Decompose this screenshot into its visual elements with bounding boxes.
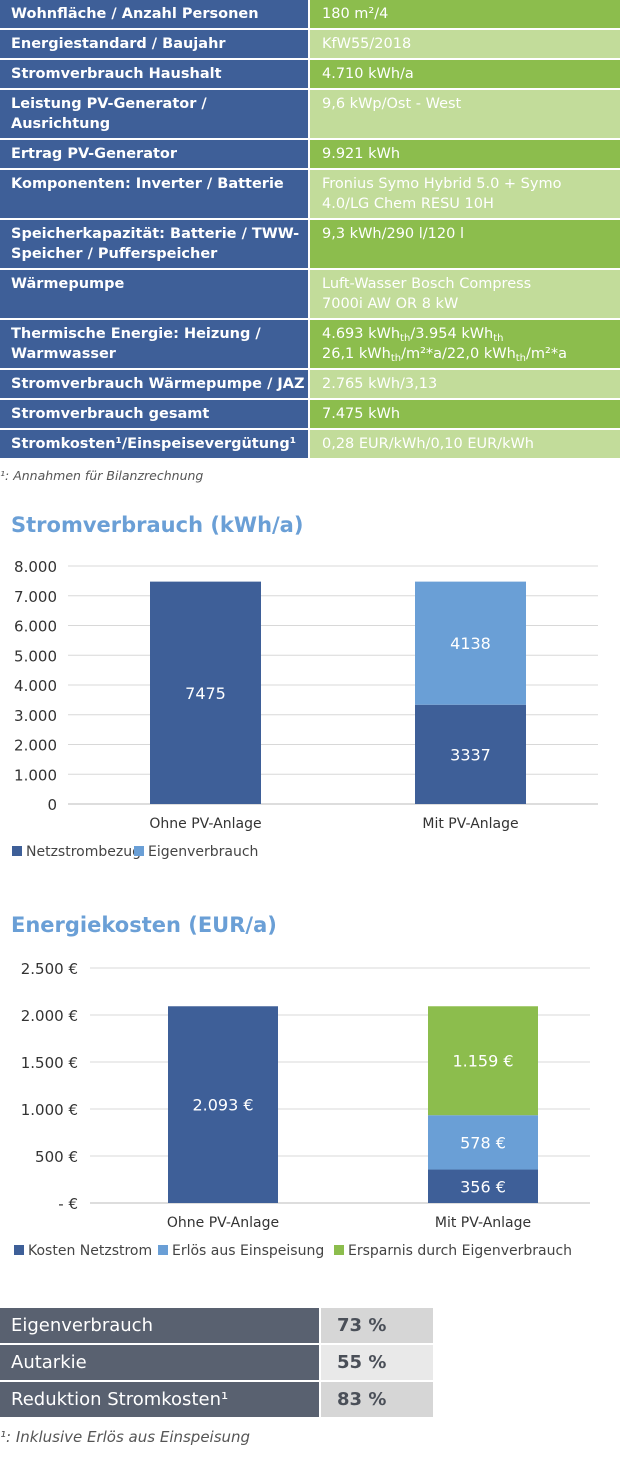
y-tick-label: 6.000: [14, 618, 57, 636]
summary-label: Eigenverbrauch: [0, 1308, 319, 1343]
bar-value-label: 578 €: [460, 1133, 506, 1152]
bar-value-label: 4138: [450, 634, 491, 653]
spec-row: Speicherkapazität: Batterie / TWW- Speic…: [0, 220, 620, 270]
summary-footnote: ¹: Inklusive Erlös aus Einspeisung: [0, 1428, 251, 1446]
spec-row: Stromverbrauch Wärmepumpe / JAZ 2.765 kWh…: [0, 370, 620, 400]
chart-energiekosten: - € 500 € 1.000 € 1.500 € 2.000 € 2.500 € 2.09…: [14, 960, 590, 1259]
spec-value: Luft-Wasser Bosch Compress 7000i AW OR 8…: [310, 270, 620, 318]
spec-label: Energiestandard / Baujahr: [0, 30, 310, 58]
spec-row: Stromverbrauch gesamt 7.475 kWh: [0, 400, 620, 430]
spec-label: Speicherkapazität: Batterie / TWW- Speic…: [0, 220, 310, 268]
spec-row: Thermische Energie: Heizung / Warmwasser…: [0, 320, 620, 370]
bar-value-label: 3337: [450, 745, 491, 764]
y-tick-label: 1.000 €: [21, 1101, 78, 1119]
spec-value: 9,3 kWh/290 l/120 l: [310, 220, 620, 268]
legend-label: Netzstrombezug: [26, 844, 141, 860]
spec-label: Wohnfläche / Anzahl Personen: [0, 0, 310, 28]
bar-segment: [428, 1006, 538, 1116]
category-label: Mit PV-Anlage: [422, 816, 518, 832]
spec-label: Stromverbrauch Wärmepumpe / JAZ: [0, 370, 310, 398]
spec-value: 4.710 kWh/a: [310, 60, 620, 88]
spec-value: KfW55/2018: [310, 30, 620, 58]
summary-row: Reduktion Stromkosten¹ 83 %: [0, 1382, 433, 1419]
spec-label: Ertrag PV-Generator: [0, 140, 310, 168]
y-tick-label: - €: [58, 1195, 78, 1213]
legend-label: Kosten Netzstrom: [28, 1243, 152, 1259]
spec-label: Stromverbrauch gesamt: [0, 400, 310, 428]
bar-segment: [428, 1169, 538, 1203]
chart-stromverbrauch: 0 1.000 2.000 3.000 4.000 5.000 6.000 7.000 8.00…: [12, 558, 598, 860]
bar-segment: [415, 581, 526, 705]
spec-value: Fronius Symo Hybrid 5.0 + Symo 4.0/LG Ch…: [310, 170, 620, 218]
y-tick-label: 1.500 €: [21, 1054, 78, 1072]
spec-row: Energiestandard / Baujahr KfW55/2018: [0, 30, 620, 60]
spec-value: 180 m²/4: [310, 0, 620, 28]
spec-label: Stromkosten¹/Einspeisevergütung¹: [0, 430, 310, 458]
summary-value: 83 %: [319, 1382, 433, 1417]
spec-table: Wohnfläche / Anzahl Personen 180 m²/4 Ener…: [0, 0, 620, 460]
bar-segment: [415, 704, 526, 804]
chart-title-energiekosten: Energiekosten (EUR/a): [11, 913, 277, 937]
legend-label: Erlös aus Einspeisung: [172, 1243, 324, 1259]
legend-label: Eigenverbrauch: [148, 844, 258, 860]
spec-row: Wohnfläche / Anzahl Personen 180 m²/4: [0, 0, 620, 30]
summary-row: Autarkie 55 %: [0, 1345, 433, 1382]
spec-row: Wärmepumpe Luft-Wasser Bosch Compress 700…: [0, 270, 620, 320]
y-tick-label: 1.000: [14, 766, 57, 784]
summary-label: Reduktion Stromkosten¹: [0, 1382, 319, 1417]
y-tick-label: 0: [47, 796, 57, 814]
spec-value: 9.921 kWh: [310, 140, 620, 168]
bar-value-label: 2.093 €: [192, 1096, 253, 1115]
spec-footnote: ¹: Annahmen für Bilanzrechnung: [0, 468, 204, 483]
spec-label: Leistung PV-Generator / Ausrichtung: [0, 90, 310, 138]
spec-row: Stromverbrauch Haushalt 4.710 kWh/a: [0, 60, 620, 90]
summary-row: Eigenverbrauch 73 %: [0, 1308, 433, 1345]
y-tick-label: 2.000: [14, 737, 57, 755]
y-tick-label: 8.000: [14, 558, 57, 576]
spec-label: Wärmepumpe: [0, 270, 310, 318]
category-label: Ohne PV-Anlage: [167, 1215, 279, 1231]
spec-row: Leistung PV-Generator / Ausrichtung 9,6 k…: [0, 90, 620, 140]
legend-label: Ersparnis durch Eigenverbrauch: [348, 1243, 572, 1259]
y-tick-label: 3.000: [14, 707, 57, 725]
summary-value: 73 %: [319, 1308, 433, 1343]
spec-label: Thermische Energie: Heizung / Warmwasser: [0, 320, 310, 368]
legend-swatch: [12, 846, 22, 856]
bar-segment: [428, 1115, 538, 1170]
bar-value-label: 7475: [185, 684, 226, 703]
legend-swatch: [334, 1245, 344, 1255]
legend-swatch: [134, 846, 144, 856]
spec-value: 2.765 kWh/3,13: [310, 370, 620, 398]
spec-value: 4.693 kWhth/3.954 kWhth 26,1 kWhth/m²*a/…: [310, 320, 620, 368]
bar-value-label: 356 €: [460, 1177, 506, 1196]
y-tick-label: 500 €: [35, 1148, 78, 1166]
bar-segment: [168, 1006, 278, 1203]
chart-title-stromverbrauch: Stromverbrauch (kWh/a): [11, 513, 304, 537]
bar-value-label: 1.159 €: [452, 1052, 513, 1071]
summary-value: 55 %: [319, 1345, 433, 1380]
y-tick-label: 2.000 €: [21, 1007, 78, 1025]
y-tick-label: 4.000: [14, 677, 57, 695]
y-tick-label: 2.500 €: [21, 960, 78, 978]
spec-label: Komponenten: Inverter / Batterie: [0, 170, 310, 218]
spec-value: 7.475 kWh: [310, 400, 620, 428]
spec-row: Stromkosten¹/Einspeisevergütung¹ 0,28 EUR…: [0, 430, 620, 460]
summary-label: Autarkie: [0, 1345, 319, 1380]
y-tick-label: 5.000: [14, 647, 57, 665]
bar-segment: [150, 581, 261, 804]
legend-swatch: [14, 1245, 24, 1255]
category-label: Mit PV-Anlage: [435, 1215, 531, 1231]
summary-table: Eigenverbrauch 73 % Autarkie 55 % Reduktion …: [0, 1308, 433, 1419]
spec-label: Stromverbrauch Haushalt: [0, 60, 310, 88]
spec-row: Ertrag PV-Generator 9.921 kWh: [0, 140, 620, 170]
legend-swatch: [158, 1245, 168, 1255]
spec-value: 9,6 kWp/Ost - West: [310, 90, 620, 138]
spec-row: Komponenten: Inverter / Batterie Fronius …: [0, 170, 620, 220]
category-label: Ohne PV-Anlage: [149, 816, 261, 832]
y-tick-label: 7.000: [14, 588, 57, 606]
spec-value: 0,28 EUR/kWh/0,10 EUR/kWh: [310, 430, 620, 458]
